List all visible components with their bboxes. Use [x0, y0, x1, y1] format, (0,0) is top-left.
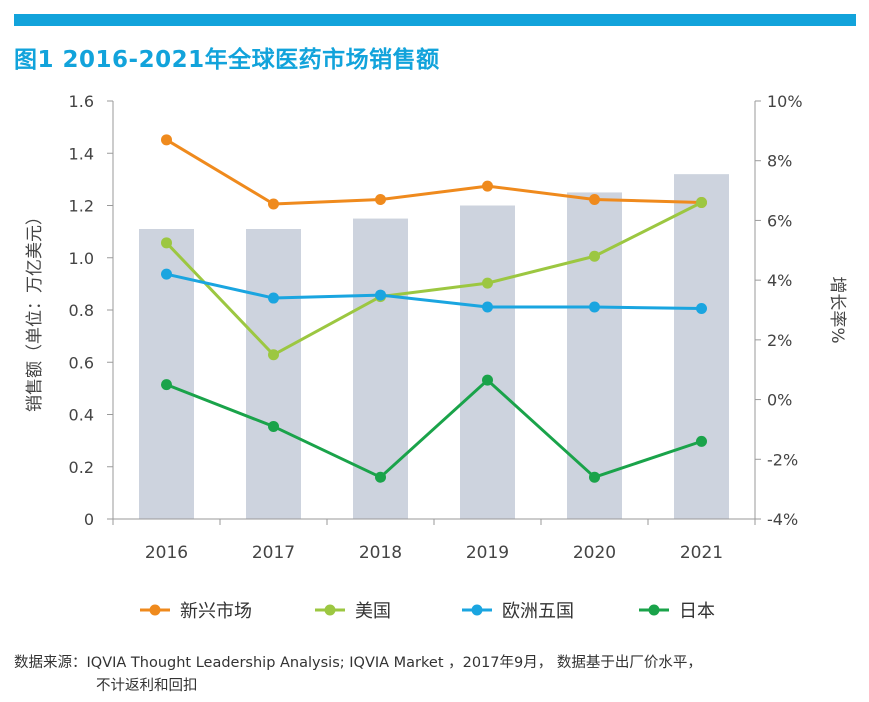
x-tick-label: 2021: [680, 543, 723, 563]
left-tick-label: 0: [84, 510, 94, 529]
line-series-新兴市场: [165, 138, 702, 206]
point-欧洲五国-2019: [482, 301, 493, 313]
right-axis-title: 增长率%: [827, 276, 847, 343]
right-tick-label: -2%: [767, 450, 798, 469]
point-美国-2020: [589, 250, 600, 262]
point-日本-2018: [375, 471, 386, 483]
legend-swatch-marker: [149, 604, 161, 616]
left-tick-label: 1.2: [69, 197, 94, 216]
legend-label: 新兴市场: [180, 601, 252, 622]
source-line-1: 数据来源：IQVIA Thought Leadership Analysis; …: [14, 655, 702, 671]
point-欧洲五国-2020: [589, 301, 600, 313]
legend-label: 美国: [355, 601, 391, 622]
right-tick-label: 8%: [767, 152, 792, 171]
bar-2019: [460, 205, 515, 519]
legend-item: 欧洲五国: [462, 601, 574, 622]
point-日本-2021: [696, 435, 707, 447]
bar-2021: [674, 174, 729, 519]
right-tick-label: -4%: [767, 510, 798, 529]
legend-item: 新兴市场: [140, 601, 252, 622]
header-accent-bar: [14, 14, 856, 26]
legend-label: 欧洲五国: [502, 601, 574, 622]
point-新兴市场-2018: [375, 194, 386, 206]
point-新兴市场-2016: [161, 134, 172, 146]
x-tick-label: 2016: [145, 543, 188, 563]
point-日本-2017: [268, 420, 279, 432]
legend-swatch-marker: [648, 604, 660, 616]
chart-title: 图1 2016-2021年全球医药市场销售额: [14, 47, 440, 73]
line-series-欧洲五国: [166, 272, 702, 311]
point-美国-2021: [696, 197, 707, 209]
x-tick-label: 2019: [466, 543, 509, 563]
legend-label: 日本: [679, 601, 715, 622]
point-欧洲五国-2016: [161, 268, 172, 280]
point-美国-2016: [161, 237, 172, 249]
x-tick-label: 2017: [252, 543, 295, 563]
point-欧洲五国-2017: [268, 292, 279, 304]
point-新兴市场-2019: [482, 180, 493, 192]
x-tick-label: 2018: [359, 543, 402, 563]
right-tick-label: 10%: [767, 92, 803, 111]
line-series-日本: [165, 378, 702, 479]
right-tick-label: 6%: [767, 211, 792, 230]
right-tick-label: 4%: [767, 271, 792, 290]
legend-swatch-marker: [471, 604, 483, 616]
source-note: 数据来源：IQVIA Thought Leadership Analysis; …: [14, 652, 854, 698]
line-series-美国: [165, 201, 703, 357]
point-美国-2017: [268, 349, 279, 361]
right-tick-label: 2%: [767, 331, 792, 350]
point-欧洲五国-2021: [696, 303, 707, 315]
point-欧洲五国-2018: [375, 289, 386, 301]
left-tick-label: 0.6: [69, 353, 94, 372]
point-日本-2016: [161, 379, 172, 391]
left-axis-title: 销售额（单位：万亿美元）: [25, 208, 45, 412]
source-line-2: 不计返利和回扣: [96, 678, 198, 694]
left-tick-label: 1.0: [69, 249, 94, 268]
legend-swatch-marker: [324, 604, 336, 616]
point-新兴市场-2020: [589, 194, 600, 206]
left-tick-label: 0.8: [69, 301, 94, 320]
point-日本-2019: [482, 374, 493, 386]
left-tick-label: 0.2: [69, 458, 94, 477]
chart-area: 0 0.2 0.4 0.6 0.8 1.0 1.2 1.4 1.6 -4% -2% 0% 2% 4% 6% 8…: [25, 92, 847, 622]
left-tick-label: 0.4: [69, 406, 94, 425]
legend-item: 美国: [315, 601, 391, 622]
left-tick-label: 1.4: [69, 144, 94, 163]
bar-2017: [246, 229, 301, 519]
point-美国-2019: [482, 277, 493, 289]
x-tick-label: 2020: [573, 543, 616, 563]
right-tick-label: 0%: [767, 391, 792, 410]
legend-item: 日本: [639, 601, 715, 622]
point-日本-2020: [589, 471, 600, 483]
left-tick-label: 1.6: [69, 92, 94, 111]
point-新兴市场-2017: [268, 198, 279, 210]
